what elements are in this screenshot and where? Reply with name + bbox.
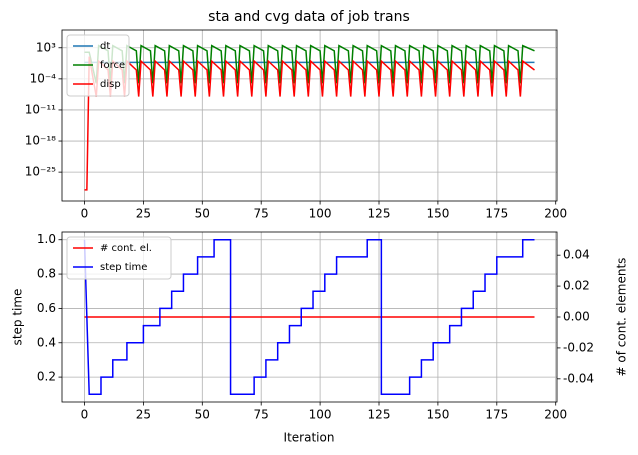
y2-tick-label: 0.02 [563, 279, 590, 293]
y-tick-label: 1.0 [37, 232, 56, 246]
y2-tick-label: 0.00 [563, 310, 590, 324]
y2-tick-label: -0.04 [563, 371, 594, 385]
x-tick-label: 75 [254, 408, 269, 422]
y-tick-label: 0.8 [37, 267, 56, 281]
x-tick-label: 100 [309, 408, 332, 422]
legend-label: # cont. el. [100, 243, 152, 254]
legend-label: force [100, 60, 125, 71]
y-tick-label: 10³ [36, 40, 56, 54]
y-axis-label: step time [11, 289, 25, 346]
chart-title: sta and cvg data of job trans [208, 9, 410, 25]
x-tick-label: 25 [136, 408, 151, 422]
legend-label: disp [100, 79, 121, 90]
y-tick-label: 0.2 [37, 370, 56, 384]
x-tick-label: 50 [195, 207, 210, 221]
y-tick-label: 10⁻²⁵ [25, 165, 56, 179]
x-tick-label: 200 [544, 207, 567, 221]
y2-tick-label: -0.02 [563, 340, 594, 354]
y-tick-label: 10⁻⁴ [30, 71, 57, 85]
x-tick-label: 200 [544, 408, 567, 422]
x-tick-label: 50 [195, 408, 210, 422]
x-tick-label: 175 [485, 408, 508, 422]
series-line [84, 44, 535, 84]
x-tick-label: 25 [136, 207, 151, 221]
x-tick-label: 100 [309, 207, 332, 221]
y2-tick-label: 0.04 [563, 248, 590, 262]
x-tick-label: 0 [81, 408, 89, 422]
x-tick-label: 0 [81, 207, 89, 221]
x-tick-label: 125 [368, 207, 391, 221]
series-line [84, 56, 535, 191]
y-tick-label: 10⁻¹⁸ [25, 134, 56, 148]
x-tick-label: 75 [254, 207, 269, 221]
y2-axis-label: # of cont. elements [615, 258, 629, 377]
y-tick-label: 0.6 [37, 301, 56, 315]
legend-label: dt [100, 41, 110, 52]
x-axis-label: Iteration [284, 431, 335, 445]
x-tick-label: 150 [426, 207, 449, 221]
plot-frame [61, 29, 558, 202]
plot-frame [61, 231, 558, 403]
y-tick-label: 0.4 [37, 335, 56, 349]
series-line [83, 238, 535, 396]
x-tick-label: 150 [426, 408, 449, 422]
legend-label: step time [100, 262, 147, 273]
legend: dt force disp [66, 34, 130, 97]
legend-box [66, 34, 130, 97]
x-tick-label: 125 [368, 408, 391, 422]
legend: # cont. el. step time [66, 236, 172, 280]
y-tick-label: 10⁻¹¹ [25, 102, 56, 116]
x-tick-label: 175 [485, 207, 508, 221]
